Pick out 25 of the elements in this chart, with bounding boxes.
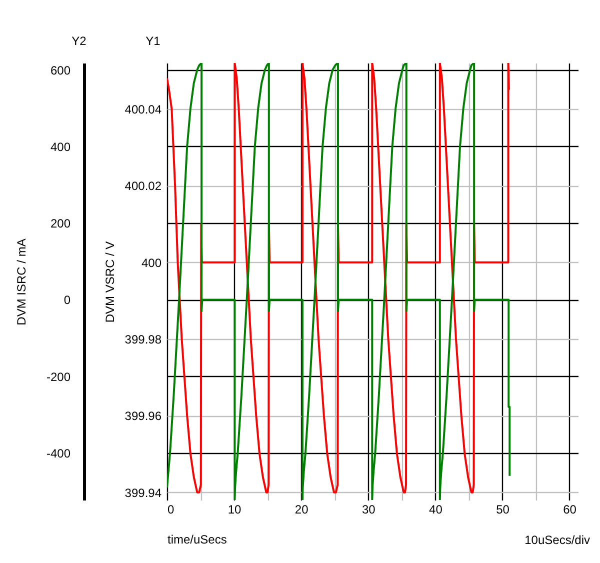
text: 10uSecs/div	[524, 533, 590, 547]
x-tick-label: 0	[168, 502, 174, 516]
text: Y1	[146, 34, 161, 48]
y-tick-label: 400.02	[124, 179, 162, 194]
y-axis-title: DVM VSRC / V	[102, 241, 117, 323]
y-tick-label: 399.98	[124, 332, 162, 346]
x-tick-label: 50	[496, 502, 510, 516]
y-tick-label: 400	[141, 256, 162, 270]
y2-tick-label: 0	[64, 293, 71, 308]
y2-tick-label: -200	[46, 370, 71, 384]
y-tick-label: 400.04	[124, 102, 162, 116]
y2-tick-label: -400	[46, 446, 71, 460]
text: Y2	[72, 34, 87, 48]
y2-tick-label: 600	[50, 63, 71, 78]
x-tick-label: 30	[362, 502, 376, 516]
x-tick-label: 20	[294, 502, 309, 516]
y2-tick-label: 200	[50, 216, 71, 231]
x-axis-title: time/uSecs	[168, 532, 227, 546]
x-tick-label: 40	[429, 502, 443, 516]
y2-tick-label: 400	[50, 140, 71, 154]
y-tick-label: 399.94	[124, 486, 162, 500]
y-tick-label: 399.96	[124, 409, 162, 424]
x-tick-label: 10	[228, 502, 242, 516]
y2-axis-title: DVM ISRC / mA	[14, 238, 28, 326]
x-tick-label: 60	[563, 502, 577, 516]
